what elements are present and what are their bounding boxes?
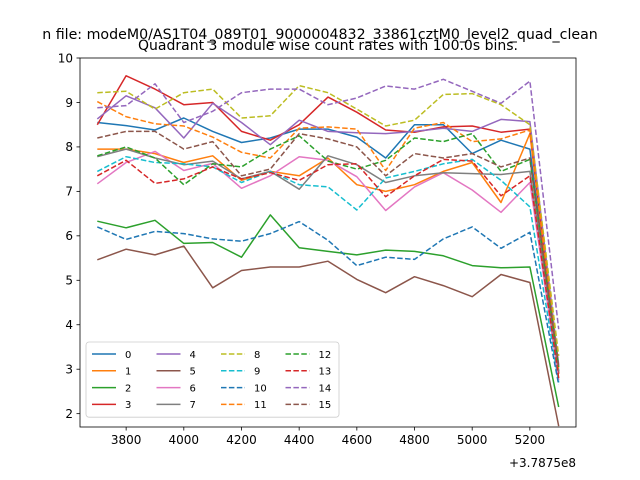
legend-label-11: 11 bbox=[254, 400, 267, 411]
x-tick-label: 3800 bbox=[111, 433, 142, 447]
series-line-14 bbox=[97, 78, 560, 330]
y-tick-label: 6 bbox=[65, 229, 73, 243]
x-tick-label: 4000 bbox=[169, 433, 200, 447]
legend-label-8: 8 bbox=[254, 350, 260, 361]
x-tick-label: 4400 bbox=[284, 433, 315, 447]
series-line-2 bbox=[97, 214, 560, 408]
y-tick-label: 3 bbox=[65, 363, 73, 377]
series-line-6 bbox=[96, 150, 560, 381]
legend-label-0: 0 bbox=[125, 350, 131, 361]
series-line-1 bbox=[97, 132, 560, 374]
x-tick-label: 4800 bbox=[399, 433, 430, 447]
figure-suptitle: n file: modeM0/AS1T04_089T01_9000004832_… bbox=[42, 27, 598, 43]
chart-title: Quadrant 3 module wise count rates with … bbox=[138, 38, 518, 54]
series-line-12 bbox=[97, 132, 560, 368]
legend-label-4: 4 bbox=[190, 350, 196, 361]
series-line-0 bbox=[97, 117, 560, 372]
y-tick-label: 7 bbox=[65, 185, 73, 199]
series-line-10 bbox=[97, 220, 560, 385]
y-tick-label: 9 bbox=[65, 96, 73, 110]
x-tick-label: 4600 bbox=[342, 433, 373, 447]
x-tick-label: 5000 bbox=[457, 433, 488, 447]
y-axis: 2 3 4 5 6 7 8 9 10 bbox=[58, 51, 80, 421]
series-line-13 bbox=[96, 158, 560, 379]
legend-label-6: 6 bbox=[190, 383, 196, 394]
legend-box bbox=[85, 341, 340, 418]
y-tick-label: 4 bbox=[65, 318, 73, 332]
series-line-15 bbox=[97, 130, 560, 368]
y-tick-label: 8 bbox=[65, 140, 73, 154]
series-line-11 bbox=[96, 100, 560, 370]
x-tick-label: 5200 bbox=[515, 433, 546, 447]
series-line-7 bbox=[97, 148, 560, 372]
x-axis: 3800 4000 4200 4400 4600 4800 5000 5200 bbox=[111, 427, 545, 447]
series-layer bbox=[96, 75, 560, 427]
legend-label-10: 10 bbox=[254, 383, 267, 394]
series-line-9 bbox=[96, 155, 560, 383]
legend-label-9: 9 bbox=[254, 367, 260, 378]
x-tick-label: 4200 bbox=[226, 433, 257, 447]
legend-label-7: 7 bbox=[190, 400, 196, 411]
y-tick-label: 5 bbox=[65, 274, 73, 288]
legend-label-1: 1 bbox=[125, 367, 131, 378]
legend-label-2: 2 bbox=[125, 383, 131, 394]
series-line-8 bbox=[97, 84, 560, 356]
legend-label-5: 5 bbox=[190, 367, 196, 378]
series-line-5 bbox=[97, 245, 560, 427]
legend-label-3: 3 bbox=[125, 400, 131, 411]
series-line-4 bbox=[96, 95, 560, 365]
legend-label-14: 14 bbox=[319, 383, 332, 394]
y-tick-label: 10 bbox=[58, 51, 73, 65]
y-tick-label: 2 bbox=[65, 407, 73, 421]
x-offset-label: +3.7875e8 bbox=[509, 456, 576, 470]
legend-label-15: 15 bbox=[319, 400, 332, 411]
legend-label-12: 12 bbox=[319, 350, 332, 361]
plot-frame bbox=[79, 57, 577, 428]
legend-label-13: 13 bbox=[319, 367, 332, 378]
